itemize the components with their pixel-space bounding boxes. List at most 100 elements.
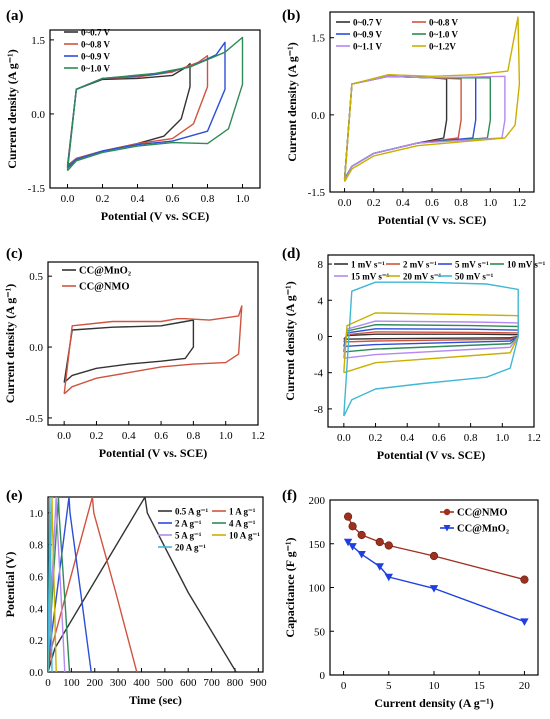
y-tick-label: 4 xyxy=(318,295,324,307)
legend-label: CC@MnO₂ xyxy=(457,524,509,535)
x-tick-label: 1.0 xyxy=(219,430,233,442)
panel-label: (f) xyxy=(282,488,297,504)
y-tick-label: 50 xyxy=(314,626,326,638)
legend: CC@MnO₂ CC@NMO xyxy=(62,266,131,293)
legend-label: 20 A g⁻¹ xyxy=(175,543,206,553)
legend-label: 4 A g⁻¹ xyxy=(229,519,256,529)
x-tick-label: 500 xyxy=(157,677,174,689)
series-group xyxy=(48,497,237,672)
data-point xyxy=(520,618,529,626)
y-tick-label: 150 xyxy=(309,539,326,551)
series-line xyxy=(343,281,519,417)
legend: 1 mV s⁻¹ 2 mV s⁻¹ 5 mV s⁻¹ 10 mV s⁻¹ 15 mV s… xyxy=(334,260,546,282)
data-point xyxy=(357,551,366,559)
x-tick-label: 0.8 xyxy=(201,193,215,205)
x-tick-label: 0.8 xyxy=(464,432,478,444)
x-axis-label: Time (sec) xyxy=(129,693,182,707)
y-axis-label: Current density (A g⁻¹) xyxy=(3,284,17,403)
x-axis-label: Potential (V vs. SCE) xyxy=(101,209,209,223)
y-tick-label: -0.5 xyxy=(26,413,44,425)
x-tick-label: 0.4 xyxy=(400,432,414,444)
x-tick-label: 5 xyxy=(386,680,392,692)
x-tick-label: 0.0 xyxy=(61,193,75,205)
x-tick-label: 700 xyxy=(203,677,220,689)
y-tick-label: 0.8 xyxy=(29,540,43,552)
y-tick-label: 1.0 xyxy=(29,508,43,520)
x-tick-label: 10 xyxy=(429,680,441,692)
series-line xyxy=(66,62,191,167)
series-line xyxy=(48,497,53,672)
x-tick-label: 300 xyxy=(110,677,127,689)
x-tick-label: 0.6 xyxy=(154,430,168,442)
y-axis-label: Potential (V) xyxy=(3,552,17,618)
panel-label: (a) xyxy=(6,8,24,24)
x-tick-label: 1.2 xyxy=(513,197,527,209)
legend-label: 0~1.1 V xyxy=(353,42,383,52)
y-tick-label: 0 xyxy=(318,331,324,343)
legend-label: 5 mV s⁻¹ xyxy=(455,260,489,270)
y-tick-label: 0.0 xyxy=(311,110,325,122)
series-line xyxy=(343,75,477,180)
legend: 0~0.7 V 0~0.8 V 0~0.9 V 0~1.0 V xyxy=(64,28,111,74)
x-tick-label: 15 xyxy=(474,680,486,692)
series-line xyxy=(63,319,195,384)
legend-label: 50 mV s⁻¹ xyxy=(455,272,494,282)
legend-label: 20 mV s⁻¹ xyxy=(403,272,442,282)
legend-label: 0~0.9 V xyxy=(81,52,111,62)
x-tick-label: 0.2 xyxy=(96,193,110,205)
x-tick-label: 0.0 xyxy=(57,430,71,442)
series-group xyxy=(63,305,243,395)
data-point xyxy=(343,538,353,547)
series-group xyxy=(343,281,519,417)
y-tick-label: 0.0 xyxy=(29,342,43,354)
y-tick-label: 200 xyxy=(309,495,326,507)
panel-label: (e) xyxy=(6,488,23,504)
plot-frame xyxy=(49,29,261,189)
legend-label: 0~1.2V xyxy=(429,42,456,52)
y-tick-label: -1.5 xyxy=(308,187,326,199)
series-line xyxy=(343,333,519,340)
chart-panel-3: (c) 0.0 0.2 0.4 0.6 0.8 1.0 1.2 -0.5 0.0 0.5 Potent… xyxy=(3,246,265,460)
data-point xyxy=(348,522,357,531)
y-tick-label: -4 xyxy=(314,368,324,380)
series-line xyxy=(48,497,237,672)
y-tick-label: 8 xyxy=(318,259,324,271)
legend: 0.5 A g⁻¹ 1 A g⁻¹ 2 A g⁻¹ 4 A g⁻¹ 5 A g⁻¹ 10 … xyxy=(158,507,260,553)
x-tick-label: 0 xyxy=(45,677,51,689)
x-tick-label: 0.8 xyxy=(454,197,468,209)
legend-label: 2 mV s⁻¹ xyxy=(403,260,437,270)
y-tick-label: 0.0 xyxy=(31,109,45,121)
data-point xyxy=(357,530,366,540)
legend: 0~0.7 V 0~0.8 V 0~0.9 V 0~1.0 V 0~1.1 V 0~1.2… xyxy=(336,18,459,52)
y-tick-label: 1.5 xyxy=(311,33,325,45)
data-point xyxy=(343,512,353,521)
series-line xyxy=(343,331,519,343)
series-line xyxy=(343,16,521,183)
x-tick-label: 1.2 xyxy=(251,430,265,442)
legend: CC@NMO CC@MnO₂ xyxy=(440,508,509,535)
x-tick-label: 800 xyxy=(227,677,244,689)
y-axis-label: Capacitance (F g⁻¹) xyxy=(283,537,297,637)
chart-panel-4: (d) 0.0 0.2 0.4 0.6 0.8 1.0 1.2 -8 -4 0 4 8 Potential… xyxy=(282,246,546,462)
y-axis-label: Current density (A g⁻¹) xyxy=(285,42,299,161)
legend-label: 0~1.0 V xyxy=(81,64,111,74)
legend-marker xyxy=(443,508,451,516)
legend-label: 1 A g⁻¹ xyxy=(229,507,256,517)
plot-frame xyxy=(327,254,535,428)
data-point xyxy=(520,575,529,584)
series-line xyxy=(63,305,243,395)
chart-panel-1: (a) 0.0 0.2 0.4 0.6 0.8 1.0 -1.5 0.0 1.5 Potential… xyxy=(5,8,261,223)
legend-label: 0~0.8 V xyxy=(429,18,459,28)
y-tick-label: 0.2 xyxy=(29,635,43,647)
x-tick-label: 600 xyxy=(180,677,197,689)
x-tick-label: 0.6 xyxy=(432,432,446,444)
data-point xyxy=(429,585,439,593)
x-tick-label: 1.0 xyxy=(495,432,509,444)
legend-label: 0~0.8 V xyxy=(81,40,111,50)
series-group xyxy=(343,16,521,183)
x-axis-label: Current density (A g⁻¹) xyxy=(374,696,493,710)
x-tick-label: 0.0 xyxy=(338,197,352,209)
panel-label: (d) xyxy=(282,246,300,262)
y-tick-label: 0.6 xyxy=(29,572,43,584)
x-tick-label: 900 xyxy=(250,677,267,689)
